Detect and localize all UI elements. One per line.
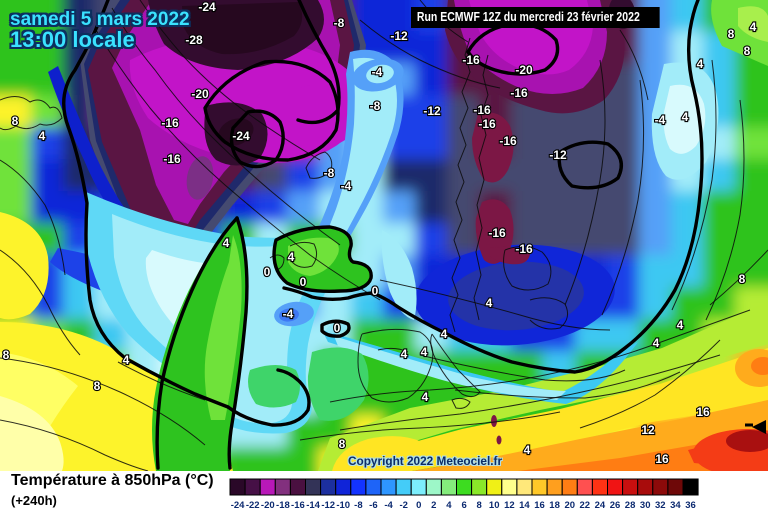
svg-text:12: 12 [504, 500, 515, 511]
svg-text:2: 2 [431, 500, 436, 511]
svg-text:-4: -4 [655, 113, 666, 127]
svg-text:-20: -20 [191, 87, 209, 101]
svg-text:-8: -8 [354, 500, 362, 511]
svg-text:-22: -22 [246, 500, 260, 511]
svg-text:4: 4 [441, 327, 448, 341]
svg-text:8: 8 [477, 500, 482, 511]
svg-text:-4: -4 [384, 500, 393, 511]
svg-text:8: 8 [739, 272, 746, 286]
svg-text:0: 0 [264, 265, 271, 279]
svg-text:4: 4 [524, 443, 531, 457]
svg-text:-4: -4 [341, 179, 352, 193]
svg-text:-16: -16 [161, 116, 179, 130]
svg-text:26: 26 [610, 500, 621, 511]
svg-text:32: 32 [655, 500, 666, 511]
svg-text:-8: -8 [334, 16, 345, 30]
svg-text:-6: -6 [369, 500, 377, 511]
svg-text:20: 20 [565, 500, 576, 511]
svg-text:4: 4 [682, 110, 689, 124]
svg-text:8: 8 [3, 348, 10, 362]
svg-text:-20: -20 [515, 63, 533, 77]
svg-text:12: 12 [641, 423, 655, 437]
svg-text:-4: -4 [283, 307, 294, 321]
svg-text:-12: -12 [423, 104, 441, 118]
svg-text:4: 4 [750, 20, 757, 34]
svg-text:-16: -16 [473, 103, 491, 117]
svg-text:-20: -20 [261, 500, 275, 511]
svg-text:8: 8 [12, 114, 19, 128]
svg-text:-16: -16 [163, 152, 181, 166]
svg-text:4: 4 [422, 390, 429, 404]
svg-text:-12: -12 [321, 500, 335, 511]
svg-text:-16: -16 [488, 226, 506, 240]
svg-text:-8: -8 [370, 99, 381, 113]
svg-text:4: 4 [653, 336, 660, 350]
svg-text:36: 36 [685, 500, 696, 511]
svg-text:10: 10 [489, 500, 500, 511]
svg-text:-16: -16 [510, 86, 528, 100]
svg-text:-18: -18 [276, 500, 290, 511]
svg-text:24: 24 [595, 500, 606, 511]
svg-text:0: 0 [334, 321, 341, 335]
svg-text:-16: -16 [291, 500, 305, 511]
svg-text:0: 0 [372, 284, 379, 298]
svg-text:34: 34 [670, 500, 681, 511]
svg-text:22: 22 [580, 500, 591, 511]
svg-text:16: 16 [534, 500, 545, 511]
svg-text:-24: -24 [198, 0, 216, 14]
svg-text:-12: -12 [549, 148, 567, 162]
svg-text:-24: -24 [232, 129, 250, 143]
svg-text:8: 8 [728, 27, 735, 41]
svg-text:-16: -16 [499, 134, 517, 148]
svg-text:-4: -4 [372, 65, 383, 79]
svg-text:16: 16 [696, 405, 710, 419]
svg-text:4: 4 [446, 500, 452, 511]
svg-text:-24: -24 [231, 500, 245, 511]
svg-text:4: 4 [401, 347, 408, 361]
svg-text:-16: -16 [462, 53, 480, 67]
svg-text:4: 4 [223, 236, 230, 250]
svg-text:-28: -28 [185, 33, 203, 47]
svg-text:4: 4 [288, 250, 295, 264]
svg-text:4: 4 [421, 345, 428, 359]
svg-text:-16: -16 [515, 242, 533, 256]
svg-text:4: 4 [677, 318, 684, 332]
svg-text:4: 4 [123, 353, 130, 367]
svg-text:-2: -2 [399, 500, 407, 511]
svg-text:18: 18 [549, 500, 560, 511]
svg-text:28: 28 [625, 500, 636, 511]
svg-text:-14: -14 [306, 500, 320, 511]
svg-text:16: 16 [655, 452, 669, 466]
svg-text:8: 8 [339, 437, 346, 451]
svg-text:8: 8 [744, 44, 751, 58]
svg-text:8: 8 [94, 379, 101, 393]
svg-text:-12: -12 [390, 29, 408, 43]
svg-text:4: 4 [486, 296, 493, 310]
svg-text:4: 4 [39, 129, 46, 143]
svg-text:-16: -16 [478, 117, 496, 131]
svg-text:0: 0 [416, 500, 421, 511]
svg-text:14: 14 [519, 500, 530, 511]
svg-text:6: 6 [461, 500, 466, 511]
svg-text:4: 4 [697, 57, 704, 71]
svg-text:30: 30 [640, 500, 651, 511]
svg-text:-10: -10 [336, 500, 350, 511]
svg-text:-8: -8 [324, 166, 335, 180]
svg-text:0: 0 [300, 275, 307, 289]
